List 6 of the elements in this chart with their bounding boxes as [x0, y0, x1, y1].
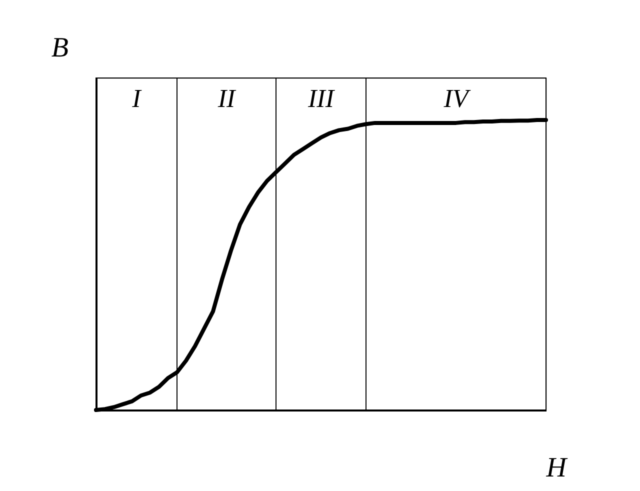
text: III	[307, 84, 336, 113]
y-axis-title: B	[51, 32, 68, 64]
text: IV	[442, 84, 472, 113]
text: I	[131, 84, 142, 113]
text: II	[216, 84, 236, 113]
x-axis-title: H	[545, 452, 568, 484]
